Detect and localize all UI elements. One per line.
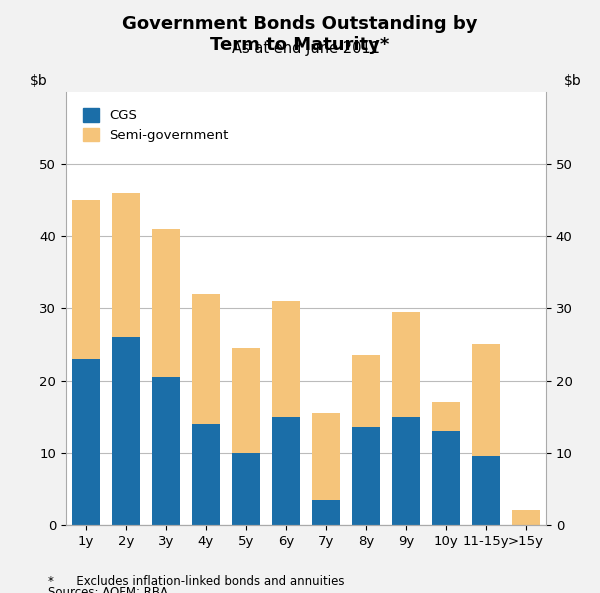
Bar bbox=[392, 312, 420, 416]
Bar bbox=[232, 348, 260, 452]
Text: Government Bonds Outstanding by
Term to Maturity*: Government Bonds Outstanding by Term to … bbox=[122, 15, 478, 53]
Bar bbox=[192, 294, 220, 424]
Bar bbox=[112, 337, 140, 525]
Text: Sources: AOFM; RBA: Sources: AOFM; RBA bbox=[48, 586, 168, 593]
Bar bbox=[112, 193, 140, 337]
Text: $b: $b bbox=[30, 74, 48, 88]
Bar bbox=[352, 428, 380, 525]
Bar bbox=[512, 511, 540, 525]
Bar bbox=[432, 402, 460, 431]
Bar bbox=[352, 355, 380, 428]
Bar bbox=[312, 413, 340, 499]
Bar bbox=[392, 416, 420, 525]
Bar bbox=[72, 200, 100, 359]
Bar bbox=[192, 424, 220, 525]
Legend: CGS, Semi-government: CGS, Semi-government bbox=[77, 103, 234, 147]
Bar bbox=[312, 499, 340, 525]
Title: As at end June 2011: As at end June 2011 bbox=[232, 41, 380, 56]
Bar bbox=[472, 456, 500, 525]
Bar bbox=[152, 229, 180, 377]
Text: $b: $b bbox=[564, 74, 582, 88]
Bar bbox=[272, 416, 300, 525]
Bar bbox=[272, 301, 300, 416]
Bar bbox=[232, 452, 260, 525]
Bar bbox=[472, 345, 500, 456]
Text: *      Excludes inflation-linked bonds and annuities: * Excludes inflation-linked bonds and an… bbox=[48, 575, 344, 588]
Bar bbox=[432, 431, 460, 525]
Bar bbox=[72, 359, 100, 525]
Bar bbox=[152, 377, 180, 525]
